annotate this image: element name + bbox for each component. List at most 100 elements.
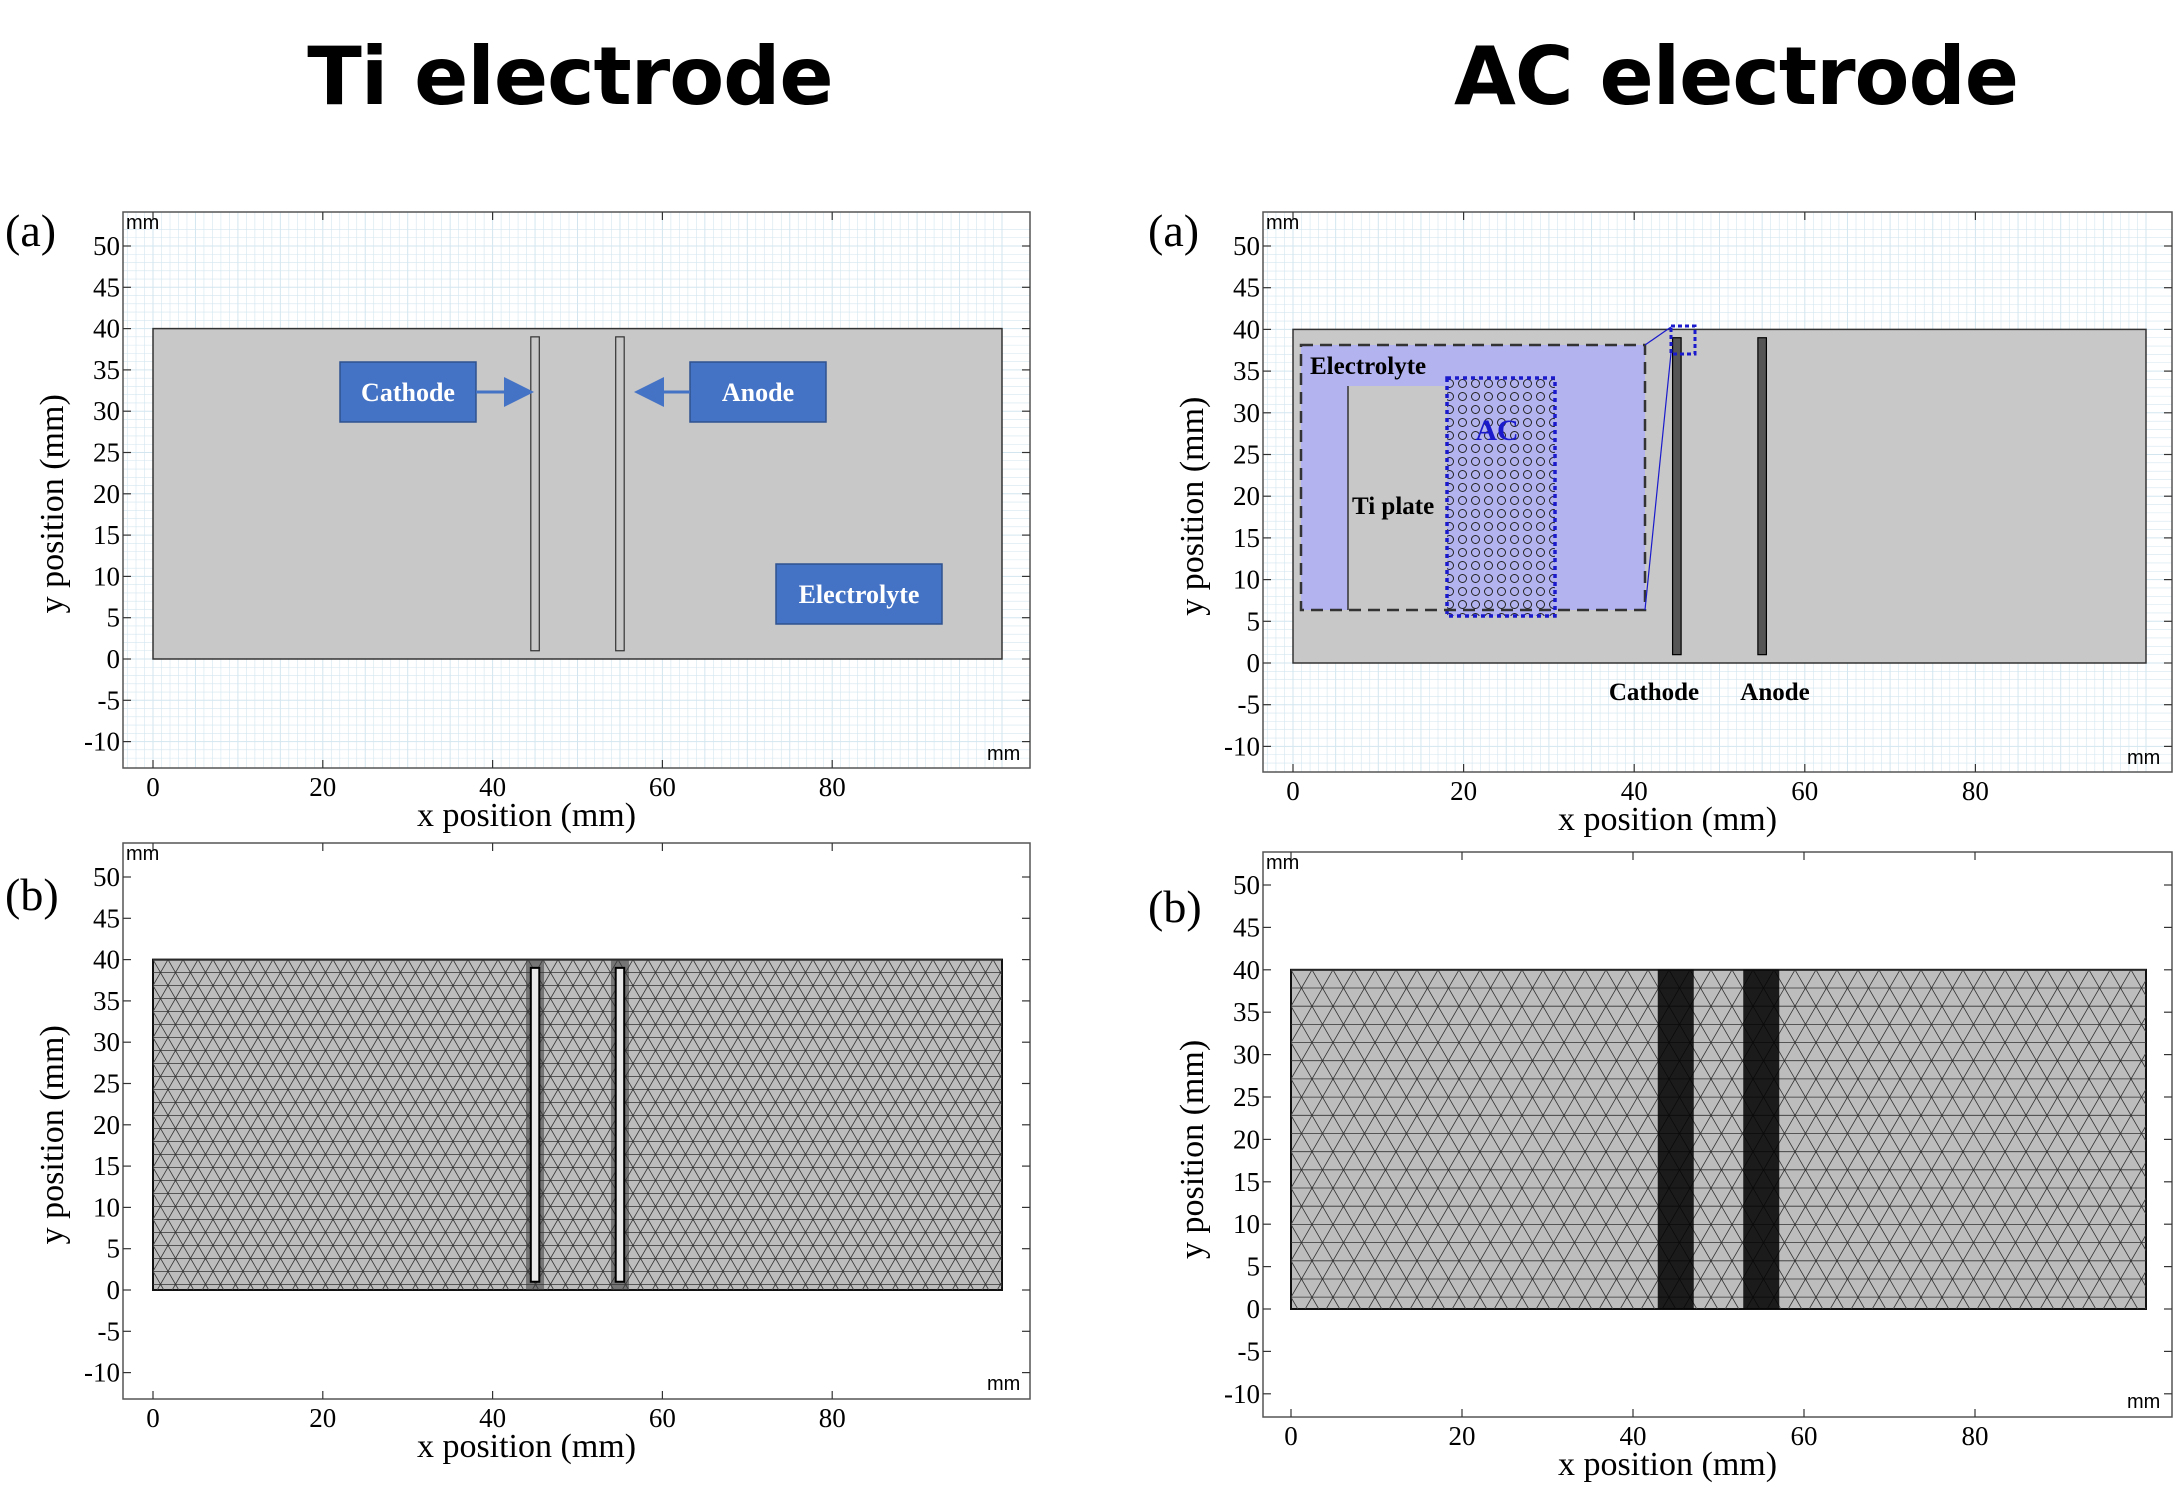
x-tick-label: 0 bbox=[1286, 776, 1300, 806]
x-tick-label: 20 bbox=[1449, 1421, 1476, 1451]
x-tick-label: 20 bbox=[309, 772, 336, 802]
x-tick-label: 20 bbox=[1450, 776, 1477, 806]
y-tick-label: 15 bbox=[1233, 523, 1260, 553]
anode-label-box bbox=[689, 361, 827, 423]
x-tick-label: 80 bbox=[1962, 776, 1989, 806]
ac-a-axes: 0 20 40 60 8050454035302520151050-5-10mmmmx … bbox=[1174, 212, 2172, 838]
y-tick-label: 40 bbox=[93, 945, 120, 975]
electrolyte-label: Electrolyte bbox=[799, 580, 920, 609]
y-axis-label: y position (mm) bbox=[34, 394, 71, 613]
anode-label: Anode bbox=[1740, 679, 1809, 706]
ac-label: AC bbox=[1475, 414, 1518, 447]
y-tick-label: 35 bbox=[1233, 997, 1260, 1027]
x-unit-label: mm bbox=[987, 743, 1020, 765]
y-axis-label: y position (mm) bbox=[1174, 1040, 1211, 1259]
y-tick-label: 5 bbox=[1247, 606, 1261, 636]
x-axis-label: x position (mm) bbox=[1558, 1446, 1777, 1483]
zoom-connector-bottom bbox=[1644, 352, 1672, 611]
y-tick-label: 30 bbox=[1233, 398, 1260, 428]
cathode-label: Cathode bbox=[361, 378, 455, 407]
y-tick-label: 5 bbox=[107, 603, 121, 633]
y-axis-label: y position (mm) bbox=[1174, 397, 1211, 616]
y-tick-label: -10 bbox=[1224, 1379, 1260, 1409]
ac-panel-b-letter: (b) bbox=[1148, 881, 1202, 932]
y-axis-label: y position (mm) bbox=[34, 1025, 71, 1244]
anode-refined-mesh bbox=[1743, 969, 1780, 1309]
y-tick-label: 25 bbox=[93, 1069, 120, 1099]
anode-ac-layer bbox=[1757, 337, 1768, 656]
zoom-source-box bbox=[1669, 324, 1697, 356]
x-tick-label: 60 bbox=[649, 1403, 676, 1433]
y-tick-label: 25 bbox=[93, 438, 120, 468]
y-tick-label: 40 bbox=[1233, 314, 1260, 344]
x-tick-label: 0 bbox=[146, 772, 160, 802]
cathode-plate-mesh bbox=[529, 966, 541, 1283]
ti-mesh-panel: 0 20 40 60 8050454035302520151050-5-10mmmmx … bbox=[34, 842, 1031, 1465]
ti-panel-b-letter: (b) bbox=[5, 869, 59, 920]
y-tick-label: 35 bbox=[93, 355, 120, 385]
y-tick-label: 0 bbox=[1247, 648, 1261, 678]
ac-mesh-panel: 0 20 40 60 8050454035302520151050-5-10mmmmx … bbox=[1174, 851, 2173, 1483]
y-tick-label: 35 bbox=[93, 986, 120, 1016]
ti-geometry-panel: Cathode Anode Electrolyte 0 20 40 60 8050454… bbox=[34, 211, 1031, 834]
anode-plate bbox=[615, 336, 625, 652]
y-tick-label: 25 bbox=[1233, 440, 1260, 470]
y-unit-label: mm bbox=[1266, 852, 1299, 874]
y-tick-label: 10 bbox=[1233, 565, 1260, 595]
anode-plate-mesh bbox=[614, 966, 626, 1283]
y-tick-label: 10 bbox=[93, 561, 120, 591]
y-tick-label: -10 bbox=[84, 727, 120, 757]
triangular-mesh bbox=[1291, 969, 2146, 1309]
x-tick-label: 60 bbox=[649, 772, 676, 802]
mesh-domain bbox=[152, 958, 1003, 1291]
y-unit-label: mm bbox=[126, 212, 159, 234]
x-unit-label: mm bbox=[987, 1373, 1020, 1395]
ti-plate-label: Ti plate bbox=[1352, 493, 1434, 520]
cathode-ac-layer bbox=[1671, 337, 1682, 656]
y-tick-label: -5 bbox=[1238, 690, 1261, 720]
y-tick-label: -10 bbox=[84, 1358, 120, 1388]
ac-a-frame bbox=[1262, 211, 2173, 773]
y-unit-label: mm bbox=[1266, 212, 1299, 234]
y-tick-label: 45 bbox=[1233, 273, 1260, 303]
y-tick-label: 35 bbox=[1233, 356, 1260, 386]
y-tick-label: 40 bbox=[1233, 955, 1260, 985]
x-tick-label: 80 bbox=[819, 1403, 846, 1433]
ac-geometry-panel: Electrolyte AC Ti plate Cathode Anode 0 2… bbox=[1174, 211, 2173, 838]
x-axis-label: x position (mm) bbox=[1558, 801, 1777, 838]
ti-a-axes: 0 20 40 60 8050454035302520151050-5-10mmmmx … bbox=[34, 212, 1030, 834]
ti-b-axes: 0 20 40 60 8050454035302520151050-5-10mmmmx … bbox=[34, 843, 1030, 1465]
ti-electrode-title: Ti electrode bbox=[307, 30, 833, 123]
y-tick-label: 45 bbox=[93, 272, 120, 302]
x-unit-label: mm bbox=[2127, 747, 2160, 769]
y-tick-label: 30 bbox=[93, 1027, 120, 1057]
x-tick-label: 40 bbox=[479, 1403, 506, 1433]
y-tick-label: 20 bbox=[1233, 481, 1260, 511]
y-tick-label: 0 bbox=[1247, 1294, 1261, 1324]
inset-electrolyte-label: Electrolyte bbox=[1310, 353, 1426, 380]
x-tick-label: 40 bbox=[479, 772, 506, 802]
ac-panel-a-letter: (a) bbox=[1148, 205, 1200, 256]
x-tick-label: 80 bbox=[1962, 1421, 1989, 1451]
x-tick-label: 40 bbox=[1620, 1421, 1647, 1451]
x-unit-label: mm bbox=[2127, 1391, 2160, 1413]
y-tick-label: 5 bbox=[1247, 1252, 1261, 1282]
ac-layer-region bbox=[1445, 376, 1557, 618]
y-tick-label: -10 bbox=[1224, 731, 1260, 761]
y-tick-label: 40 bbox=[93, 314, 120, 344]
cathode-refined-mesh bbox=[1657, 969, 1694, 1309]
cathode-label: Cathode bbox=[1609, 679, 1699, 706]
ti-plate-region bbox=[1348, 386, 1450, 610]
y-tick-label: 10 bbox=[93, 1192, 120, 1222]
x-tick-label: 40 bbox=[1621, 776, 1648, 806]
y-tick-label: -5 bbox=[98, 1316, 121, 1346]
y-tick-label: 15 bbox=[1233, 1167, 1260, 1197]
y-tick-label: 50 bbox=[1233, 870, 1260, 900]
ti-a-frame bbox=[122, 211, 1031, 769]
x-tick-label: 80 bbox=[819, 772, 846, 802]
y-tick-label: 25 bbox=[1233, 1082, 1260, 1112]
y-tick-label: 45 bbox=[93, 903, 120, 933]
x-tick-label: 60 bbox=[1791, 1421, 1818, 1451]
zoom-connector-top bbox=[1644, 326, 1672, 346]
ti-panel-a-letter: (a) bbox=[5, 205, 57, 256]
